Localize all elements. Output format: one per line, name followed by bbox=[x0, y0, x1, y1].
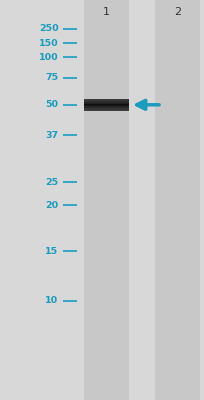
Text: 150: 150 bbox=[39, 39, 58, 48]
Text: 25: 25 bbox=[45, 178, 58, 186]
Bar bbox=[84, 108, 129, 109]
Text: 100: 100 bbox=[39, 53, 58, 62]
Bar bbox=[154, 0, 199, 400]
Text: 10: 10 bbox=[45, 296, 58, 305]
Text: 50: 50 bbox=[45, 100, 58, 109]
Text: 37: 37 bbox=[45, 131, 58, 140]
Bar bbox=[84, 110, 129, 111]
Text: 2: 2 bbox=[173, 7, 180, 17]
Text: 20: 20 bbox=[45, 201, 58, 210]
Text: 250: 250 bbox=[39, 24, 58, 33]
Bar bbox=[84, 0, 129, 400]
Text: 75: 75 bbox=[45, 74, 58, 82]
Text: 1: 1 bbox=[103, 7, 110, 17]
Text: 15: 15 bbox=[45, 247, 58, 256]
Bar bbox=[84, 99, 129, 111]
